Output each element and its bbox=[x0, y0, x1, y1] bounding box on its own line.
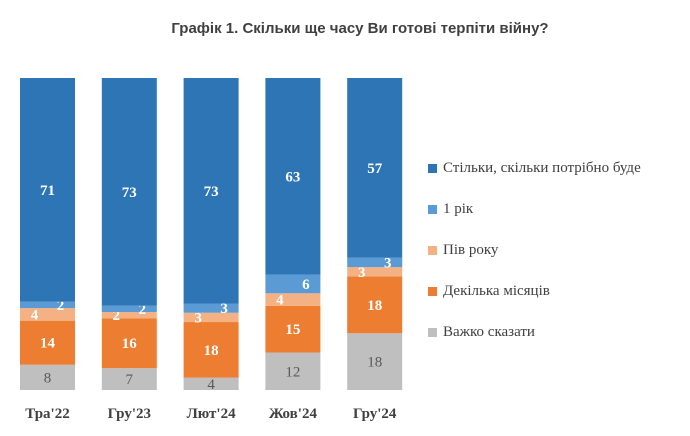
bar-segment bbox=[20, 301, 75, 309]
data-label: 73 bbox=[122, 185, 137, 201]
bar-segment bbox=[20, 308, 75, 321]
legend-swatch bbox=[428, 205, 437, 214]
data-label: 2 bbox=[139, 302, 147, 318]
bar-segment bbox=[265, 78, 321, 275]
legend-item: Важко сказати bbox=[428, 312, 641, 353]
x-tick-label: Тра'22 bbox=[25, 406, 69, 422]
data-label: 3 bbox=[384, 255, 392, 271]
bar-segment bbox=[347, 78, 403, 258]
bar-segment bbox=[265, 293, 321, 306]
data-label: 14 bbox=[40, 336, 56, 352]
data-label: 18 bbox=[367, 355, 382, 371]
data-label: 18 bbox=[367, 298, 382, 314]
data-label: 71 bbox=[40, 183, 55, 199]
legend-swatch bbox=[428, 328, 437, 337]
data-label: 6 bbox=[302, 277, 310, 293]
bar-segment bbox=[183, 377, 239, 390]
x-tick-label: Жов'24 bbox=[269, 406, 318, 422]
bar-segment bbox=[101, 305, 157, 312]
data-label: 15 bbox=[285, 322, 300, 338]
legend-label: Декілька місяців bbox=[443, 283, 550, 299]
data-label: 3 bbox=[220, 301, 228, 317]
data-label: 2 bbox=[57, 298, 65, 314]
legend-label: Важко сказати bbox=[443, 324, 535, 340]
data-label: 7 bbox=[126, 372, 134, 388]
legend-label: Пів року bbox=[443, 242, 499, 258]
bar-segment bbox=[265, 274, 321, 294]
data-label: 12 bbox=[285, 364, 300, 380]
data-label: 18 bbox=[204, 343, 219, 359]
bar-segment bbox=[183, 322, 239, 378]
legend: Стільки, скільки потрібно буде 1 рік Пів р… bbox=[428, 148, 641, 353]
bar-segment bbox=[101, 312, 157, 319]
data-label: 2 bbox=[113, 308, 121, 324]
data-label: 16 bbox=[122, 336, 138, 352]
chart-title: Графік 1. Скільки ще часу Ви готові терп… bbox=[171, 20, 549, 37]
bar-segment bbox=[20, 364, 75, 390]
data-label: 4 bbox=[31, 307, 39, 323]
bar-segment bbox=[347, 333, 403, 390]
legend-item: Пів року bbox=[428, 230, 641, 271]
bar-segment bbox=[101, 318, 157, 369]
data-label: 63 bbox=[285, 169, 300, 185]
data-label: 57 bbox=[367, 161, 383, 177]
legend-item: Декілька місяців bbox=[428, 271, 641, 312]
bar-segment bbox=[20, 78, 75, 302]
legend-swatch bbox=[428, 246, 437, 255]
legend-label: 1 рік bbox=[443, 201, 474, 217]
bar-segment bbox=[20, 320, 75, 365]
legend-item: Стільки, скільки потрібно буде bbox=[428, 148, 641, 189]
legend-swatch bbox=[428, 164, 437, 173]
bar-segment bbox=[265, 352, 321, 390]
bar-segment bbox=[101, 78, 157, 306]
legend-label: Стільки, скільки потрібно буде bbox=[443, 160, 641, 176]
x-tick-label: Лют'24 bbox=[187, 406, 236, 422]
data-label: 3 bbox=[358, 265, 366, 281]
x-tick-label: Гру'24 bbox=[353, 406, 397, 422]
bar-segment bbox=[265, 305, 321, 353]
bar-segment bbox=[347, 276, 403, 334]
bar-segment bbox=[183, 78, 239, 304]
data-label: 4 bbox=[207, 377, 215, 393]
legend-swatch bbox=[428, 287, 437, 296]
data-label: 73 bbox=[204, 184, 219, 200]
bar-segment bbox=[183, 303, 239, 313]
data-label: 3 bbox=[194, 310, 202, 326]
bar-segment bbox=[347, 267, 403, 277]
data-label: 8 bbox=[44, 370, 52, 386]
x-tick-label: Гру'23 bbox=[108, 406, 151, 422]
bar-segment bbox=[183, 312, 239, 323]
legend-item: 1 рік bbox=[428, 189, 641, 230]
bar-segment bbox=[101, 368, 157, 390]
bar-segment bbox=[347, 257, 403, 268]
data-label: 4 bbox=[276, 293, 284, 309]
